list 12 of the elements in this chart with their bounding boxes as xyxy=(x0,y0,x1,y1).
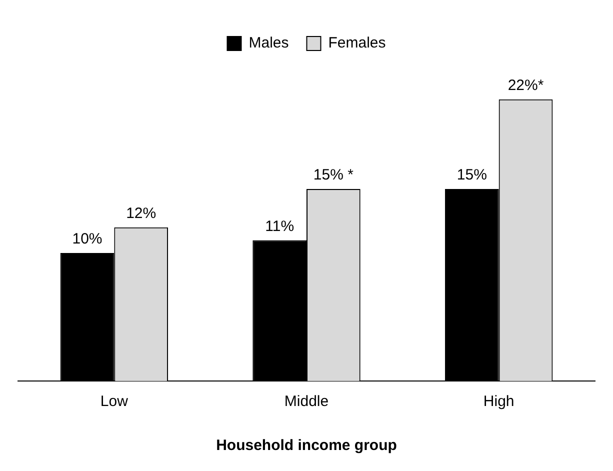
legend-label: Females xyxy=(328,34,386,52)
x-axis-title: Household income group xyxy=(216,437,397,454)
x-tick-label: Middle xyxy=(284,393,329,410)
data-label: 11% xyxy=(265,218,294,235)
legend-label: Males xyxy=(248,34,289,52)
data-label: 22%* xyxy=(508,77,544,94)
data-label: 15% xyxy=(456,166,487,184)
data-label: 10% xyxy=(72,230,102,248)
x-tick-label: Low xyxy=(100,393,128,410)
x-tick-label: High xyxy=(483,393,514,410)
data-label: 12% xyxy=(126,205,156,222)
data-label: 15% * xyxy=(313,166,354,184)
